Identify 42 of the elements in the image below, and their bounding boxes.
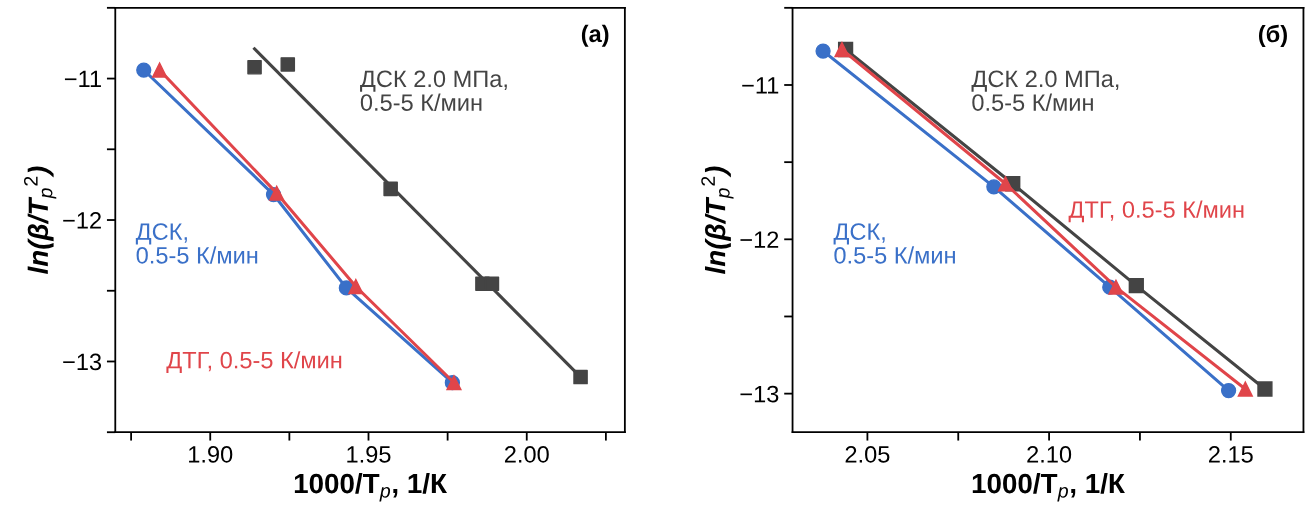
point xyxy=(1128,277,1144,294)
y-axis-title: ln(β/T$_{p}$$^{2}$) xyxy=(701,166,734,274)
x-tick-label: 2.05 xyxy=(845,446,890,463)
point xyxy=(834,41,850,58)
point xyxy=(269,185,285,201)
x-tick-label: 1.95 xyxy=(347,446,391,463)
point xyxy=(383,181,398,197)
point xyxy=(1220,382,1237,399)
y-tick-label: −11 xyxy=(64,70,101,88)
text: (б) xyxy=(1258,24,1287,48)
point xyxy=(1108,279,1124,295)
x-tick-label: 2.10 xyxy=(1027,446,1072,463)
series-label: ДТГ, 0.5-5 К/мин xyxy=(1068,200,1244,223)
x-tick-label: 2.00 xyxy=(504,446,549,463)
y-tick-label: −13 xyxy=(63,353,102,371)
x-tick-label: 1.90 xyxy=(189,446,233,463)
text: ДСК 2.0 МПа, 0.5-5 К/мин xyxy=(360,70,507,111)
series-label: ДСК 2.0 МПа, 0.5-5 К/мин xyxy=(971,70,1119,111)
point xyxy=(348,278,364,295)
text: ДТГ, 0.5-5 К/мин xyxy=(166,351,342,373)
y-tick-label: −12 xyxy=(63,212,101,229)
point xyxy=(136,62,152,78)
y-tick-label: −13 xyxy=(740,385,779,403)
point xyxy=(986,179,1002,195)
point xyxy=(484,276,500,291)
series-label: ДСК, 0.5-5 К/мин xyxy=(833,223,955,264)
point xyxy=(997,176,1014,192)
series-label: ДСК, 0.5-5 К/мин xyxy=(135,223,258,264)
text: (a) xyxy=(581,24,609,47)
point xyxy=(151,62,168,78)
y-axis-title: ln(β/T$_{p}$$^{2}$) xyxy=(23,166,57,274)
x-tick-label: 2.15 xyxy=(1208,446,1253,463)
point xyxy=(815,43,831,59)
point xyxy=(573,369,588,385)
point xyxy=(1237,381,1253,397)
point xyxy=(247,59,262,75)
point xyxy=(1257,381,1273,397)
y-tick-label: −12 xyxy=(740,231,779,248)
point xyxy=(280,57,296,72)
x-axis-title: 1000/T$_{p}$, 1/К xyxy=(294,472,448,502)
y-tick-label: −11 xyxy=(742,77,779,94)
x-axis-title: 1000/T$_{p}$, 1/К xyxy=(972,472,1125,502)
